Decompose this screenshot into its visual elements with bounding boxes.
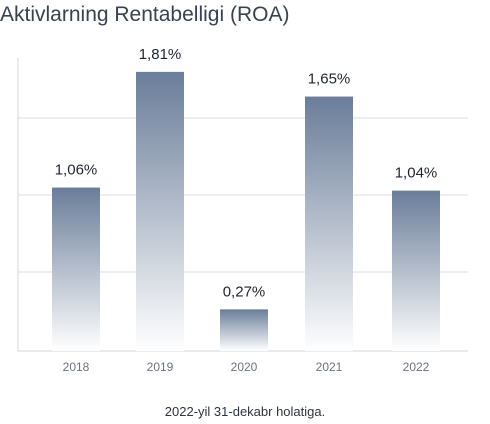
x-tick-2022: 2022	[403, 360, 430, 374]
value-label-2022: 1,04%	[395, 165, 438, 182]
x-tick-2018: 2018	[63, 360, 90, 374]
bar-2020	[220, 309, 268, 351]
value-label-2019: 1,81%	[139, 46, 182, 63]
bar-2018	[52, 187, 100, 351]
value-label-2018: 1,06%	[55, 162, 98, 179]
bar-2019	[136, 71, 184, 352]
x-tick-2020: 2020	[231, 360, 258, 374]
bar-2022	[392, 190, 440, 351]
x-tick-labels: 2018 2019 2020 2021 2022	[63, 360, 430, 374]
chart-title: Aktivlarning Rentabelligi (ROA)	[0, 3, 290, 26]
bar-2021	[305, 96, 353, 351]
value-label-2020: 0,27%	[223, 283, 266, 300]
x-tick-2021: 2021	[316, 360, 343, 374]
bars	[52, 71, 440, 352]
value-labels: 1,06% 1,81% 0,27% 1,65% 1,04%	[55, 46, 438, 300]
value-label-2021: 1,65%	[308, 71, 351, 88]
x-tick-2019: 2019	[147, 360, 174, 374]
footnote: 2022-yil 31-dekabr holatiga.	[164, 404, 326, 419]
